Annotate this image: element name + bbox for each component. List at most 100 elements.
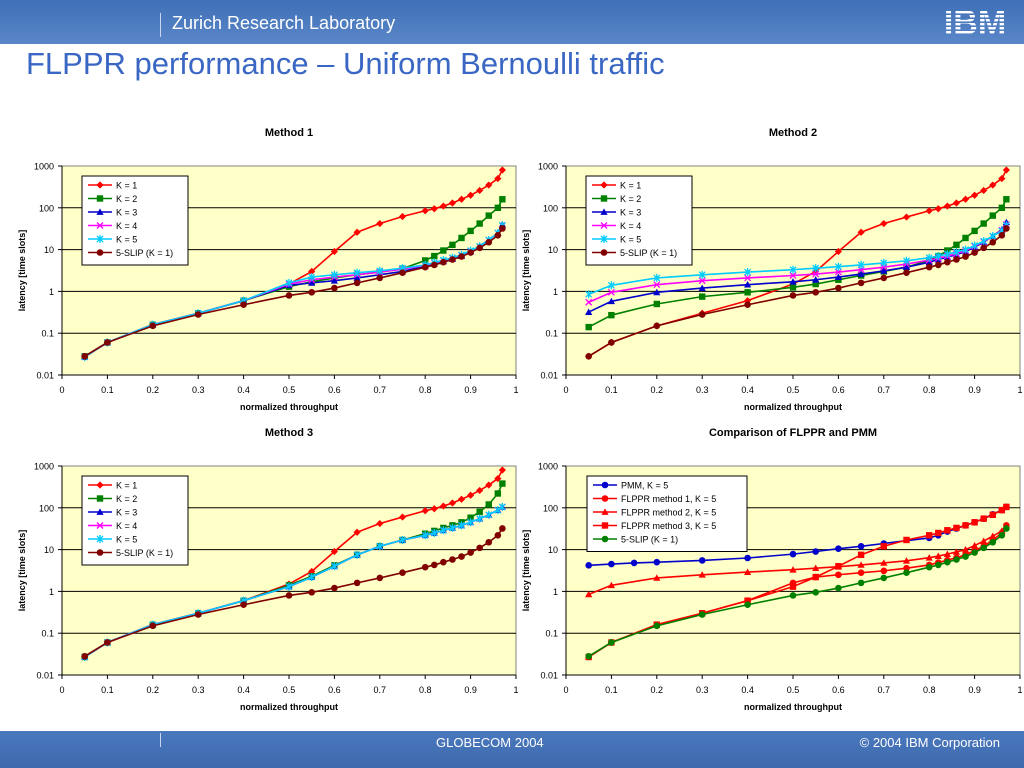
data-point [430, 205, 438, 213]
data-point [494, 474, 502, 483]
data-point [494, 506, 502, 515]
data-point [789, 292, 797, 299]
data-point [421, 531, 429, 540]
data-point [789, 284, 797, 291]
data-point [476, 220, 483, 227]
data-point [903, 564, 910, 572]
data-point [585, 353, 592, 360]
data-point [430, 505, 438, 513]
data-point [952, 199, 961, 207]
legend-marker [96, 195, 104, 202]
data-point [439, 526, 447, 535]
data-point [698, 571, 706, 578]
y-tick-label: 1 [49, 587, 54, 597]
legend-marker [96, 481, 104, 489]
x-axis-label: normalized throughput [744, 702, 842, 712]
x-axis-label: normalized throughput [744, 402, 842, 412]
legend: K = 1 K = 2 K = 3 K = 4 K = 5 5-SLIP (K = 1) [81, 475, 189, 566]
data-point [476, 244, 483, 252]
legend-label: 5-SLIP (K = 1) [620, 248, 677, 258]
data-point [953, 241, 960, 249]
data-point [925, 554, 933, 561]
x-tick-label: 0.6 [832, 385, 845, 395]
ibm-logo-text: IBM [944, 4, 1006, 41]
data-point [980, 537, 988, 544]
data-point [440, 258, 447, 266]
data-point [653, 273, 661, 282]
data-point [330, 247, 338, 256]
data-point [980, 544, 987, 552]
legend: K = 1 K = 2 K = 3 K = 4 K = 5 5-SLIP (K = 1) [585, 175, 693, 266]
data-point [498, 166, 506, 174]
data-point [943, 250, 951, 259]
data-point [812, 264, 820, 273]
data-point [476, 544, 483, 552]
data-point [653, 322, 661, 330]
x-tick-label: 0.2 [651, 385, 664, 395]
data-point [971, 549, 978, 556]
y-tick-label: 0.1 [41, 629, 54, 639]
data-point [449, 256, 456, 263]
data-point [934, 552, 942, 559]
x-tick-label: 0 [59, 685, 64, 695]
y-tick-label: 100 [39, 503, 54, 513]
data-point [744, 289, 751, 296]
data-point [608, 639, 615, 646]
data-point [607, 297, 615, 305]
legend-label: 5-SLIP (K = 1) [116, 548, 173, 558]
y-tick-label: 0.1 [41, 329, 54, 339]
data-point [457, 195, 466, 203]
data-point [934, 205, 942, 213]
legend-label: K = 2 [620, 194, 641, 204]
data-point [934, 561, 942, 569]
data-point [698, 270, 706, 279]
data-point [440, 247, 447, 254]
data-point [857, 561, 865, 568]
data-point [925, 253, 933, 262]
data-point [934, 261, 942, 269]
data-point [285, 292, 293, 299]
y-tick-label: 10 [44, 545, 54, 555]
data-point [81, 353, 88, 360]
y-tick-label: 1 [49, 287, 54, 297]
x-tick-label: 0.1 [605, 685, 618, 695]
header-bar: Zurich Research Laboratory IBM [0, 0, 1024, 44]
data-point [962, 253, 969, 260]
data-point [744, 281, 752, 288]
data-point [585, 590, 593, 598]
data-point [744, 301, 751, 309]
data-point [998, 174, 1006, 183]
y-tick-label: 100 [543, 503, 558, 513]
data-point [971, 191, 979, 199]
legend-label: K = 3 [116, 507, 137, 517]
header-divider [160, 13, 161, 37]
data-point [744, 597, 751, 604]
y-tick-label: 0.01 [36, 371, 54, 381]
data-point [880, 219, 888, 228]
data-point [925, 263, 933, 271]
legend-label: K = 2 [116, 494, 137, 504]
x-tick-label: 0.9 [968, 385, 981, 395]
data-point [857, 551, 865, 559]
data-point [498, 466, 506, 474]
data-point [430, 261, 438, 269]
chart-method-3: Method 3 0.01 0.1 1 10 100 1000 0 0.1 0.2 0.3 0.4 0.… [17, 427, 519, 712]
data-point [585, 653, 592, 660]
data-point [499, 196, 506, 203]
legend-label: K = 5 [620, 234, 641, 244]
y-tick-label: 1000 [538, 162, 558, 172]
data-point [952, 548, 961, 555]
legend-label: PMM, K = 5 [621, 480, 668, 490]
data-point [458, 553, 465, 560]
data-point [653, 574, 661, 581]
y-tick-label: 0.1 [545, 629, 558, 639]
legend-marker [600, 222, 608, 229]
legend-marker [96, 535, 104, 543]
data-point [857, 270, 865, 277]
data-point [353, 528, 361, 536]
x-axis-label: normalized throughput [240, 402, 338, 412]
x-tick-label: 0.3 [192, 685, 205, 695]
x-tick-label: 0.5 [787, 385, 800, 395]
data-point [467, 518, 475, 527]
series-5 [585, 525, 1010, 660]
